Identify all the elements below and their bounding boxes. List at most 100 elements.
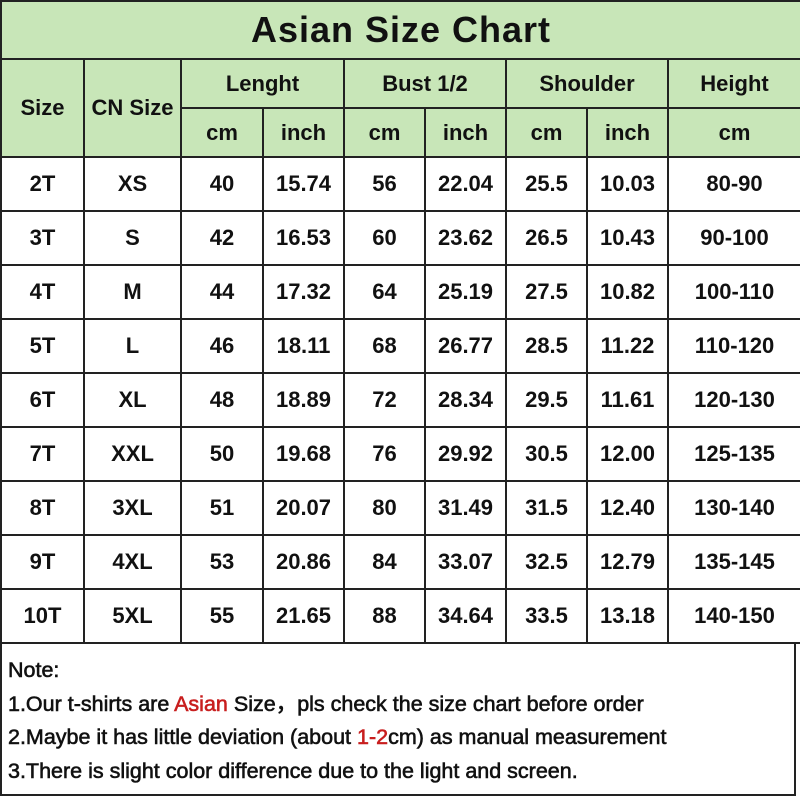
- table-cell: 13.18: [586, 588, 669, 644]
- table-cell: M: [83, 264, 182, 320]
- note-text: Size，pls check the size chart before ord…: [227, 691, 644, 716]
- table-cell: 28.5: [505, 318, 588, 374]
- table-row: 8T 3XL 51 20.07 80 31.49 31.5 12.40 130-140: [0, 480, 800, 536]
- table-cell: 12.00: [586, 426, 669, 482]
- table-cell: 27.5: [505, 264, 588, 320]
- table-cell: 4T: [0, 264, 85, 320]
- table-cell: 60: [343, 210, 426, 266]
- table-cell: 90-100: [666, 210, 800, 266]
- table-cell: 25.19: [424, 264, 507, 320]
- size-chart-table: Asian Size Chart Size CN Size Lenght Bus…: [0, 0, 800, 644]
- chart-title: Asian Size Chart: [0, 0, 800, 60]
- table-cell: 9T: [0, 534, 85, 590]
- table-row: 10T 5XL 55 21.65 88 34.64 33.5 13.18 140-150: [0, 588, 800, 644]
- header-shoulder: Shoulder: [505, 58, 669, 109]
- header-bust: Bust 1/2: [343, 58, 507, 109]
- table-cell: 12.40: [586, 480, 669, 536]
- note-text: cm) as manual measurement: [388, 725, 667, 750]
- table-cell: 31.49: [424, 480, 507, 536]
- table-cell: 76: [343, 426, 426, 482]
- note-line-3: 3.There is slight color difference due t…: [8, 758, 578, 783]
- table-cell: 84: [343, 534, 426, 590]
- table-cell: XL: [83, 372, 182, 428]
- header-unit: inch: [586, 107, 669, 158]
- table-cell: 34.64: [424, 588, 507, 644]
- table-cell: 31.5: [505, 480, 588, 536]
- table-cell: 20.07: [262, 480, 345, 536]
- table-cell: 72: [343, 372, 426, 428]
- note-line-2: 2.Maybe it has little deviation (about 1…: [8, 721, 794, 755]
- note-section: Note: 1.Our t-shirts are Asian Size，pls …: [0, 642, 796, 796]
- table-cell: 110-120: [666, 318, 800, 374]
- table-cell: 100-110: [666, 264, 800, 320]
- table-row: 6T XL 48 18.89 72 28.34 29.5 11.61 120-130: [0, 372, 800, 428]
- header-length: Lenght: [180, 58, 345, 109]
- table-row: 2T XS 40 15.74 56 22.04 25.5 10.03 80-90: [0, 156, 800, 212]
- note-highlight: Asian: [174, 691, 228, 716]
- table-cell: 53: [180, 534, 264, 590]
- table-cell: 2T: [0, 156, 85, 212]
- note-label: Note:: [8, 658, 60, 683]
- table-cell: 8T: [0, 480, 85, 536]
- table-cell: 11.61: [586, 372, 669, 428]
- header-unit: cm: [343, 107, 426, 158]
- table-cell: 26.5: [505, 210, 588, 266]
- table-cell: 19.68: [262, 426, 345, 482]
- table-cell: 17.32: [262, 264, 345, 320]
- table-cell: 28.34: [424, 372, 507, 428]
- table-cell: 18.11: [262, 318, 345, 374]
- table-row: 9T 4XL 53 20.86 84 33.07 32.5 12.79 135-145: [0, 534, 800, 590]
- header-unit: cm: [180, 107, 264, 158]
- table-cell: L: [83, 318, 182, 374]
- table-cell: 33.5: [505, 588, 588, 644]
- table-cell: 80: [343, 480, 426, 536]
- header-unit: cm: [505, 107, 588, 158]
- table-cell: 23.62: [424, 210, 507, 266]
- table-cell: 33.07: [424, 534, 507, 590]
- table-cell: 42: [180, 210, 264, 266]
- table-cell: 140-150: [666, 588, 800, 644]
- table-cell: 3XL: [83, 480, 182, 536]
- table-cell: 88: [343, 588, 426, 644]
- table-cell: 80-90: [666, 156, 800, 212]
- table-cell: 3T: [0, 210, 85, 266]
- table-row: 7T XXL 50 19.68 76 29.92 30.5 12.00 125-135: [0, 426, 800, 482]
- table-cell: 10.03: [586, 156, 669, 212]
- table-cell: 16.53: [262, 210, 345, 266]
- table-cell: 48: [180, 372, 264, 428]
- table-cell: 29.92: [424, 426, 507, 482]
- table-cell: 46: [180, 318, 264, 374]
- table-cell: 120-130: [666, 372, 800, 428]
- table-cell: 10.43: [586, 210, 669, 266]
- table-cell: 5XL: [83, 588, 182, 644]
- table-row: 3T S 42 16.53 60 23.62 26.5 10.43 90-100: [0, 210, 800, 266]
- table-cell: 25.5: [505, 156, 588, 212]
- table-cell: 20.86: [262, 534, 345, 590]
- header-unit: inch: [262, 107, 345, 158]
- table-cell: 30.5: [505, 426, 588, 482]
- table-cell: 56: [343, 156, 426, 212]
- note-text: 2.Maybe it has little deviation (about: [8, 725, 357, 750]
- table-cell: 11.22: [586, 318, 669, 374]
- table-cell: 22.04: [424, 156, 507, 212]
- table-cell: 130-140: [666, 480, 800, 536]
- note-line-1: 1.Our t-shirts are Asian Size，pls check …: [8, 688, 794, 722]
- table-cell: 21.65: [262, 588, 345, 644]
- table-cell: XXL: [83, 426, 182, 482]
- table-cell: 10.82: [586, 264, 669, 320]
- table-cell: 18.89: [262, 372, 345, 428]
- table-cell: 26.77: [424, 318, 507, 374]
- table-cell: 68: [343, 318, 426, 374]
- header-height: Height: [666, 58, 800, 109]
- table-cell: 29.5: [505, 372, 588, 428]
- table-cell: S: [83, 210, 182, 266]
- table-cell: 12.79: [586, 534, 669, 590]
- table-cell: 10T: [0, 588, 85, 644]
- table-cell: 4XL: [83, 534, 182, 590]
- header-unit: inch: [424, 107, 507, 158]
- table-cell: 7T: [0, 426, 85, 482]
- table-cell: 6T: [0, 372, 85, 428]
- table-cell: 64: [343, 264, 426, 320]
- header-size: Size: [0, 58, 85, 158]
- table-cell: 125-135: [666, 426, 800, 482]
